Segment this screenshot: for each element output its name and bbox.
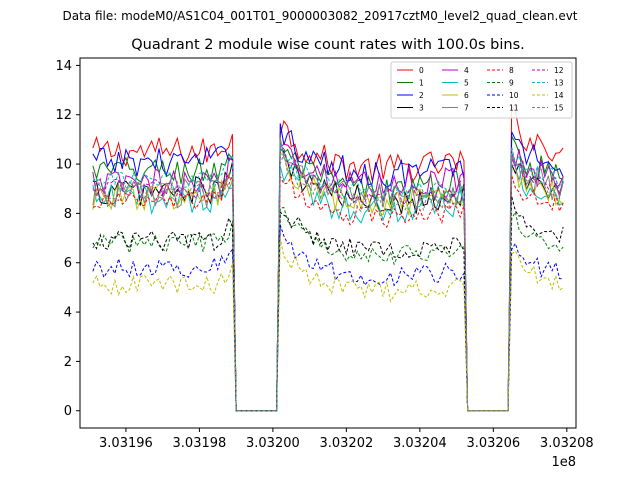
- legend-label: 3: [419, 104, 424, 113]
- series-line-4: [92, 143, 564, 412]
- figure-suptitle: Data file: modeM0/AS1C04_001T01_90000030…: [62, 9, 577, 23]
- legend-label: 7: [464, 104, 469, 113]
- series-line-9: [92, 206, 564, 412]
- legend-label: 13: [554, 79, 564, 88]
- x-tick-label: 3.03198: [173, 436, 227, 451]
- series-line-0: [92, 104, 564, 412]
- series-line-14: [92, 238, 564, 412]
- legend-label: 2: [419, 91, 424, 100]
- x-tick-label: 3.03196: [99, 436, 153, 451]
- series-line-3: [92, 142, 564, 412]
- legend-label: 15: [554, 104, 564, 113]
- legend-label: 12: [554, 66, 564, 75]
- series-line-12: [92, 146, 564, 412]
- x-tick-label: 3.03200: [246, 436, 300, 451]
- y-tick-label: 10: [55, 158, 72, 173]
- legend-label: 0: [419, 66, 424, 75]
- legend-label: 10: [509, 91, 519, 100]
- legend-label: 14: [554, 91, 564, 100]
- y-tick-label: 12: [55, 108, 72, 123]
- chart-title: Quadrant 2 module wise count rates with …: [131, 37, 525, 53]
- legend-label: 11: [509, 104, 519, 113]
- y-tick-label: 14: [55, 59, 72, 74]
- legend-box: [390, 61, 573, 119]
- legend-label: 4: [464, 66, 469, 75]
- x-tick-label: 3.03204: [393, 436, 447, 451]
- x-offset-label: 1e8: [551, 455, 576, 470]
- legend-label: 1: [419, 79, 424, 88]
- x-tick-label: 3.03208: [540, 436, 594, 451]
- y-tick-label: 8: [64, 207, 72, 222]
- series-line-15: [92, 152, 564, 412]
- y-tick-label: 4: [64, 306, 72, 321]
- series-line-8: [92, 174, 564, 412]
- y-tick-label: 0: [64, 404, 72, 419]
- y-tick-label: 2: [64, 355, 72, 370]
- plot-area-frame: [79, 57, 577, 429]
- legend-label: 6: [464, 91, 469, 100]
- y-tick-label: 6: [64, 256, 72, 271]
- legend-label: 9: [509, 79, 514, 88]
- series-line-7: [92, 137, 564, 412]
- x-tick-label: 3.03202: [319, 436, 373, 451]
- legend-label: 8: [509, 66, 514, 75]
- series-line-11: [92, 196, 564, 412]
- x-tick-label: 3.03206: [466, 436, 520, 451]
- legend-label: 5: [464, 79, 469, 88]
